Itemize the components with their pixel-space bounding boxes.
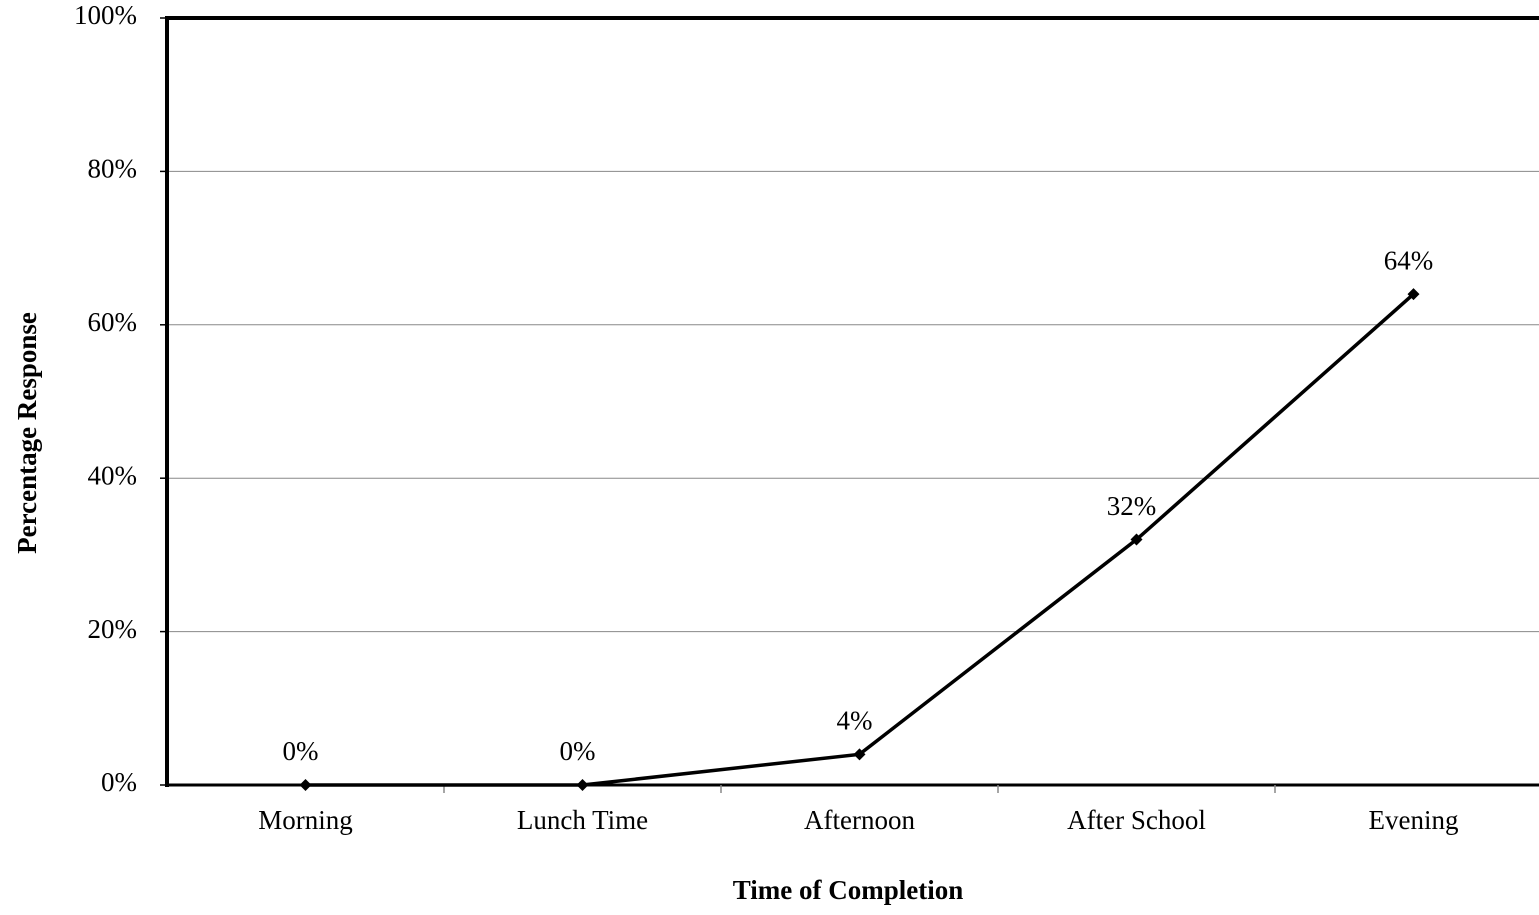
- data-label: 32%: [1107, 491, 1157, 521]
- x-axis-title: Time of Completion: [733, 875, 964, 905]
- data-label: 4%: [837, 706, 873, 736]
- x-tick-label: Evening: [1369, 805, 1459, 835]
- y-tick-label: 100%: [74, 0, 137, 30]
- x-tick-label: Afternoon: [804, 805, 915, 835]
- data-point: [576, 779, 589, 791]
- x-tick-label: Lunch Time: [517, 805, 648, 835]
- data-label: 0%: [560, 736, 596, 766]
- data-label: 0%: [283, 736, 319, 766]
- y-tick-label: 0%: [101, 767, 137, 797]
- x-tick-label: After School: [1067, 805, 1206, 835]
- y-axis-title: Percentage Response: [12, 312, 42, 554]
- y-tick-label: 40%: [88, 460, 138, 490]
- y-tick-label: 80%: [88, 154, 138, 184]
- y-tick-label: 20%: [88, 614, 138, 644]
- data-point: [1130, 533, 1143, 546]
- data-point: [1407, 288, 1420, 301]
- data-point: [853, 748, 866, 761]
- y-tick-label: 60%: [88, 307, 138, 337]
- data-point: [299, 779, 312, 791]
- data-label: 64%: [1384, 245, 1434, 275]
- x-tick-label: Morning: [258, 805, 353, 835]
